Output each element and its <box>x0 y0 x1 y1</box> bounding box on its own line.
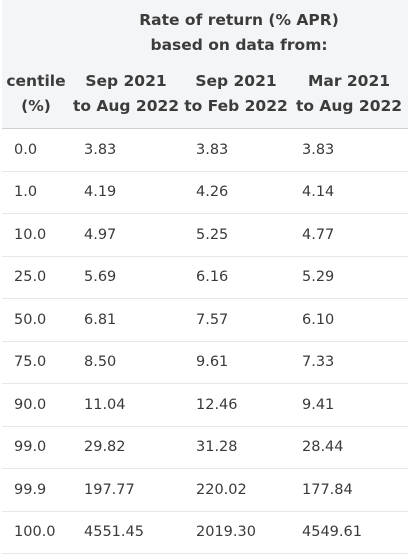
cell-centile: 100.0 <box>2 511 70 554</box>
cell-value: 4.19 <box>70 171 182 214</box>
column-header-line1: Mar 2021 <box>307 72 391 90</box>
cell-value: 6.81 <box>70 298 182 342</box>
cell-value: 4549.61 <box>290 511 409 554</box>
cell-value: 5.69 <box>70 256 182 299</box>
cell-value: 9.61 <box>182 341 290 384</box>
cell-value: 2019.30 <box>182 511 290 554</box>
column-header-line2: to Aug 2022 <box>295 97 403 115</box>
table-row: 25.0 5.69 6.16 5.29 <box>2 256 409 299</box>
cell-centile: 0.0 <box>2 128 70 172</box>
cell-value: 4.26 <box>182 171 290 214</box>
column-header-line1: centile <box>6 72 66 90</box>
cell-centile: 99.0 <box>2 426 70 469</box>
cell-value: 197.77 <box>70 468 182 512</box>
column-header-line2: to Feb 2022 <box>184 97 288 115</box>
cell-centile: 10.0 <box>2 213 70 257</box>
cell-value: 11.04 <box>70 383 182 427</box>
table-row: 100.0 4551.45 2019.30 4549.61 <box>2 511 409 554</box>
cell-value: 3.83 <box>182 128 290 172</box>
table-row: 99.0 29.82 31.28 28.44 <box>2 426 409 469</box>
cell-value: 7.33 <box>290 341 409 384</box>
group-header-line1: Rate of return (% APR) <box>139 11 339 29</box>
cell-value: 6.10 <box>290 298 409 342</box>
cell-value: 9.41 <box>290 383 409 427</box>
cell-value: 8.50 <box>70 341 182 384</box>
table-body: 0.0 3.83 3.83 3.83 1.0 4.19 4.26 4.14 10… <box>2 128 409 554</box>
cell-value: 3.83 <box>70 128 182 172</box>
cell-value: 31.28 <box>182 426 290 469</box>
cell-value: 177.84 <box>290 468 409 512</box>
table-row: 10.0 4.97 5.25 4.77 <box>2 213 409 257</box>
cell-value: 6.16 <box>182 256 290 299</box>
table-header: Rate of return (% APR) based on data fro… <box>2 0 409 129</box>
header-group-row: Rate of return (% APR) based on data fro… <box>2 0 409 60</box>
cell-value: 28.44 <box>290 426 409 469</box>
table-row: 90.0 11.04 12.46 9.41 <box>2 383 409 427</box>
cell-value: 29.82 <box>70 426 182 469</box>
cell-centile: 99.9 <box>2 468 70 512</box>
column-header-centile: centile (%) <box>2 60 70 129</box>
cell-centile: 90.0 <box>2 383 70 427</box>
cell-value: 4.97 <box>70 213 182 257</box>
cell-value: 5.25 <box>182 213 290 257</box>
table-row: 50.0 6.81 7.57 6.10 <box>2 298 409 342</box>
column-header-sep2021-feb2022: Sep 2021 to Feb 2022 <box>182 60 290 129</box>
column-header-line2: (%) <box>21 97 51 115</box>
column-header-line2: to Aug 2022 <box>72 97 180 115</box>
table-row: 1.0 4.19 4.26 4.14 <box>2 171 409 214</box>
cell-value: 3.83 <box>290 128 409 172</box>
table-row: 75.0 8.50 9.61 7.33 <box>2 341 409 384</box>
column-header-mar2021-aug2022: Mar 2021 to Aug 2022 <box>290 60 409 129</box>
cell-value: 4551.45 <box>70 511 182 554</box>
header-spacer <box>2 0 70 60</box>
cell-value: 7.57 <box>182 298 290 342</box>
column-header-line1: Sep 2021 <box>195 72 277 90</box>
column-header-sep2021-aug2022: Sep 2021 to Aug 2022 <box>70 60 182 129</box>
cell-centile: 25.0 <box>2 256 70 299</box>
table-row: 99.9 197.77 220.02 177.84 <box>2 468 409 512</box>
cell-value: 12.46 <box>182 383 290 427</box>
cell-centile: 50.0 <box>2 298 70 342</box>
group-header-line2: based on data from: <box>150 36 328 54</box>
cell-value: 4.77 <box>290 213 409 257</box>
cell-value: 220.02 <box>182 468 290 512</box>
column-header-line1: Sep 2021 <box>85 72 167 90</box>
cell-value: 5.29 <box>290 256 409 299</box>
group-header: Rate of return (% APR) based on data fro… <box>70 0 408 60</box>
cell-centile: 75.0 <box>2 341 70 384</box>
cell-value: 4.14 <box>290 171 409 214</box>
header-columns-row: centile (%) Sep 2021 to Aug 2022 Sep 202… <box>2 60 409 129</box>
table-row: 0.0 3.83 3.83 3.83 <box>2 128 409 172</box>
cell-centile: 1.0 <box>2 171 70 214</box>
